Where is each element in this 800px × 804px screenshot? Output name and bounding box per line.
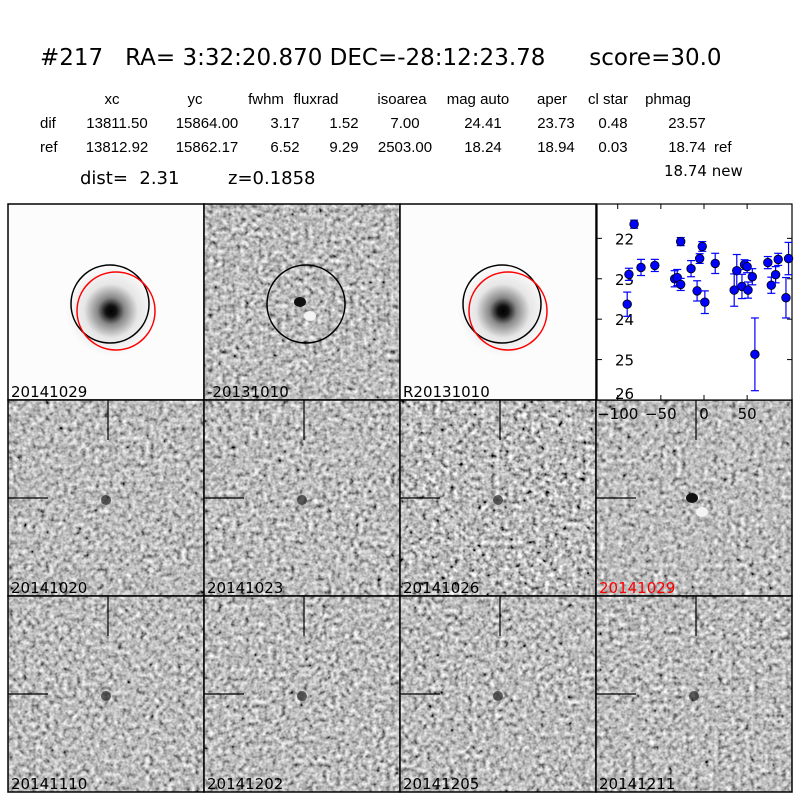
stamp-date-label: -20131010 [207, 383, 289, 401]
stamp-date-label: 20141211 [599, 775, 675, 793]
new-mag: 18.74 new [664, 162, 743, 180]
stamp-panel: 20141110 [7, 595, 205, 793]
stamp-date-label: 20141202 [207, 775, 283, 793]
data-point [747, 272, 758, 282]
data-point [675, 279, 686, 290]
star-image [66, 266, 156, 356]
data-point [743, 285, 753, 295]
data-point [624, 269, 634, 280]
stamp-date-label: 20141029 [599, 579, 675, 597]
table-cell: 15862.17 [176, 139, 239, 156]
data-point [783, 253, 794, 264]
data-point [650, 260, 660, 271]
data-point [675, 236, 686, 247]
table-cell: 23.73 [537, 115, 575, 132]
stamp-panel: 20141020 [7, 399, 205, 597]
measurement-table: xc yc fwhm fluxrad isoarea mag auto aper cl sta… [40, 91, 732, 156]
table-cell: 9.29 [329, 139, 358, 156]
data-point [781, 293, 791, 303]
reference-circle [468, 271, 548, 351]
stamp-panel: -20131010 [203, 203, 401, 401]
stamp-panel: 20141029 [595, 399, 793, 597]
column-header: cl star [588, 91, 628, 108]
dist-value: dist= 2.31 [80, 168, 179, 189]
column-header: phmag [645, 91, 691, 108]
x-tick-label: −50 [645, 405, 677, 423]
stamp-date-label: 20141110 [11, 775, 87, 793]
table-cell: 24.41 [464, 115, 502, 132]
column-header: fluxrad [293, 91, 338, 108]
data-point [697, 241, 707, 252]
row-suffix: ref [714, 139, 732, 156]
stamp-date-label: R20131010 [403, 383, 490, 401]
x-tick-label: 50 [738, 405, 757, 423]
aperture-circle [70, 264, 150, 344]
row-label: dif [40, 115, 57, 132]
data-point [694, 253, 705, 264]
stamp-panel: 20141023 [203, 399, 401, 597]
data-point [732, 265, 742, 276]
data-point [686, 263, 696, 274]
data-point [750, 349, 760, 360]
x-tick-label: 0 [699, 405, 709, 423]
data-point [692, 286, 702, 296]
table-cell: 0.03 [598, 139, 627, 156]
stamp-date-label: 20141029 [11, 383, 87, 401]
column-header: aper [537, 91, 567, 108]
stamp-panel: R20131010 [399, 203, 597, 401]
y-tick-label: 22 [615, 230, 634, 248]
row-label: ref [40, 139, 58, 156]
table-cell: 7.00 [390, 115, 419, 132]
stamp-panel: 20141205 [399, 595, 597, 793]
title: #217 RA= 3:32:20.870 DEC=-28:12:23.78 sc… [40, 45, 722, 71]
y-tick-label: 24 [615, 311, 634, 329]
table-cell: 6.52 [270, 139, 299, 156]
stamp-date-label: 20141205 [403, 775, 479, 793]
column-header: mag auto [447, 91, 510, 108]
table-cell: 1.52 [329, 115, 358, 132]
x-tick-label: −100 [597, 405, 638, 423]
table-cell: 18.74 [668, 139, 706, 156]
column-header: yc [188, 91, 204, 108]
data-point [773, 254, 783, 265]
column-header: fwhm [248, 91, 284, 108]
data-point [710, 258, 720, 269]
y-tick-label: 25 [615, 352, 634, 370]
aperture-circle [266, 264, 346, 344]
data-point [742, 261, 752, 272]
table-cell: 3.17 [270, 115, 299, 132]
data-point [763, 257, 773, 268]
table-cell: 23.57 [668, 115, 706, 132]
data-point [636, 262, 646, 273]
stamp-date-label: 20141026 [403, 579, 479, 597]
data-point [729, 285, 739, 295]
table-cell: 18.24 [464, 139, 502, 156]
redshift-value: z=0.1858 [228, 168, 316, 189]
stamp-panel: 20141029 [7, 203, 205, 401]
reference-circle [76, 271, 156, 351]
column-header: isoarea [377, 91, 427, 108]
table-cell: 18.94 [537, 139, 575, 156]
stamp-date-label: 20141020 [11, 579, 87, 597]
data-point [629, 219, 639, 229]
stamp-panel: 20141202 [203, 595, 401, 793]
stamp-panel: 20141026 [399, 399, 597, 597]
column-header: xc [105, 91, 121, 108]
table-cell: 13811.50 [86, 115, 147, 132]
table-cell: 13812.92 [86, 139, 149, 156]
data-point [700, 297, 710, 307]
stamp-panel: 20141211 [595, 595, 793, 793]
table-cell: 0.48 [598, 115, 627, 132]
aperture-circle [462, 264, 542, 344]
y-tick-label: 26 [615, 385, 634, 403]
stamp-date-label: 20141023 [207, 579, 283, 597]
star-image [458, 266, 548, 356]
data-point [622, 299, 632, 309]
data-point [770, 270, 781, 280]
table-cell: 15864.00 [176, 115, 239, 132]
stamp-grid: 20141029 -20131010 R20131010 20141020 201410… [7, 203, 793, 793]
table-cell: 2503.00 [378, 139, 432, 156]
